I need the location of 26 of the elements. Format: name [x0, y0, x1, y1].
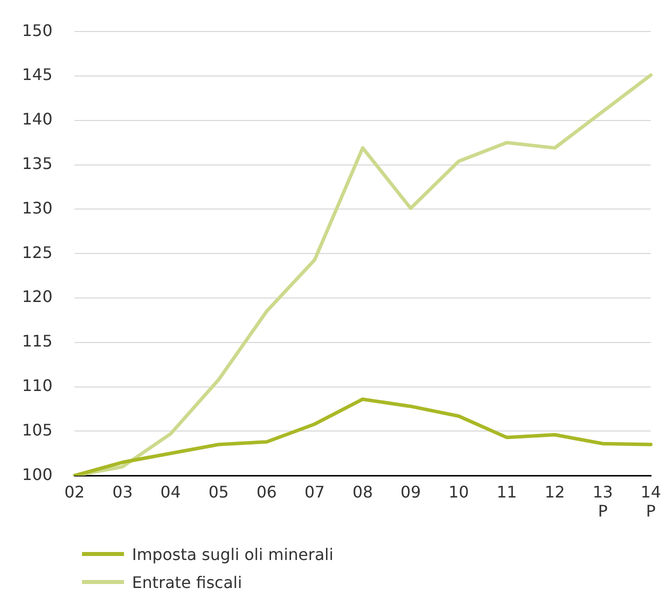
x-tick-label: 06 [256, 482, 277, 502]
y-tick-label: 110 [22, 376, 53, 395]
y-tick-label: 120 [22, 287, 53, 306]
y-tick-label: 135 [22, 154, 53, 173]
x-tick-label: 14 P [640, 482, 661, 521]
y-tick-label: 105 [22, 420, 53, 440]
x-tick-label: 12 [544, 482, 565, 502]
x-tick-label: 10 [448, 482, 469, 502]
y-tick-label: 145 [22, 65, 53, 84]
y-tick-label: 150 [22, 20, 53, 40]
x-tick-label: 05 [208, 482, 229, 502]
x-tick-label: 03 [112, 482, 133, 502]
x-tick-label: 02 [64, 482, 85, 502]
x-tick-label: 07 [304, 482, 325, 502]
x-tick-label: 04 [160, 482, 181, 502]
x-tick-label: 08 [352, 482, 373, 502]
legend-label: Entrate fiscali [132, 572, 242, 592]
x-tick-label: 13 P [592, 482, 613, 521]
y-tick-label: 130 [22, 198, 53, 218]
y-tick-label: 100 [22, 464, 53, 484]
y-tick-label: 115 [22, 332, 53, 351]
y-tick-label: 125 [22, 242, 53, 262]
legend-label: Imposta sugli oli minerali [132, 544, 334, 564]
y-tick-label: 140 [22, 110, 53, 129]
x-tick-label: 11 [496, 482, 517, 502]
x-tick-label: 09 [400, 482, 421, 502]
